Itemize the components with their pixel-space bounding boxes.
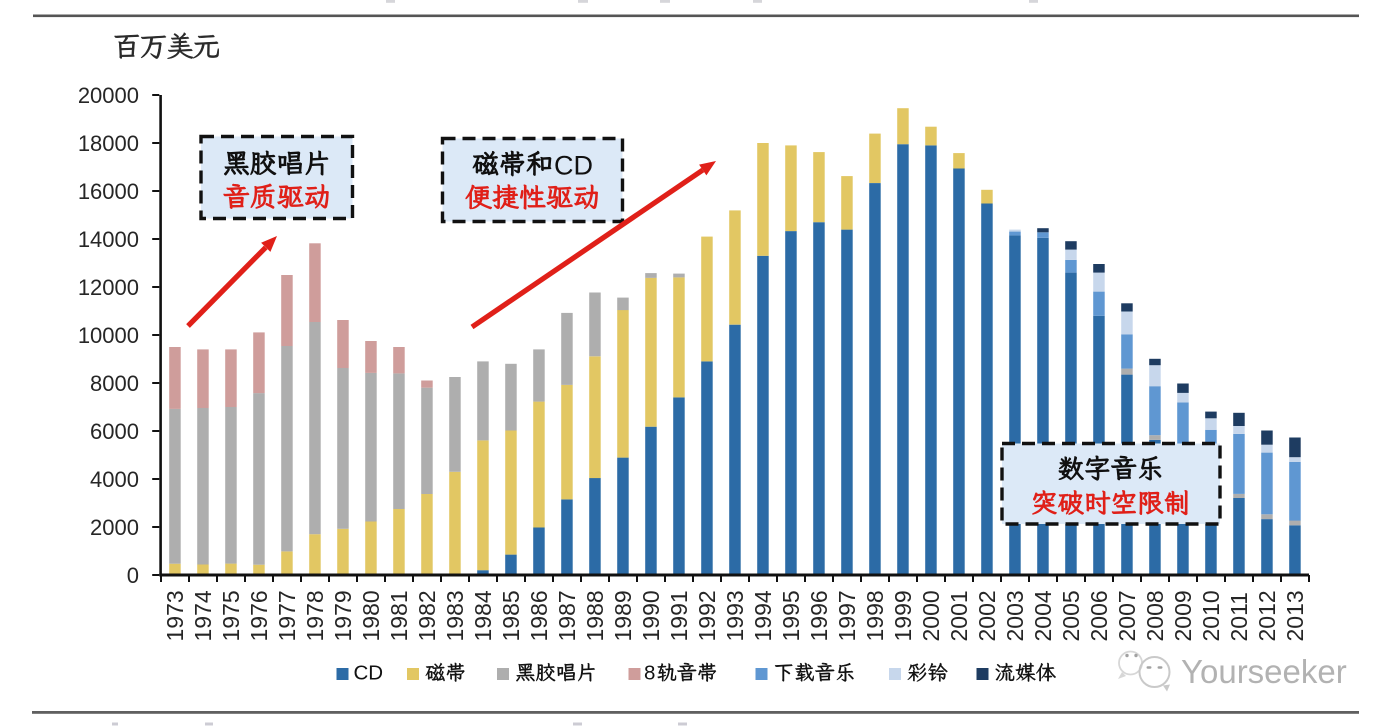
svg-text:1984: 1984 [470,590,496,641]
svg-text:8: 8 [644,662,655,685]
svg-text:1997: 1997 [834,590,860,641]
svg-text:1990: 1990 [638,590,664,641]
svg-text:20000: 20000 [78,83,139,108]
svg-text:1991: 1991 [666,590,692,641]
svg-text:CD: CD [354,662,384,685]
svg-text:1982: 1982 [414,590,440,641]
svg-text:2003: 2003 [1002,590,1028,641]
svg-text:18000: 18000 [78,131,139,156]
svg-text:1989: 1989 [610,590,636,641]
svg-text:14000: 14000 [78,227,139,252]
svg-text:1998: 1998 [862,590,888,641]
svg-text:2005: 2005 [1058,590,1084,641]
svg-text:2013: 2013 [1282,590,1308,641]
svg-text:2009: 2009 [1170,590,1196,641]
svg-text:1974: 1974 [190,590,216,641]
svg-text:1995: 1995 [778,590,804,641]
svg-text:2007: 2007 [1114,590,1140,641]
svg-text:1976: 1976 [246,590,272,641]
svg-text:1980: 1980 [358,590,384,641]
svg-text:8000: 8000 [90,371,139,396]
svg-text:1992: 1992 [694,590,720,641]
svg-text:1985: 1985 [498,590,524,641]
svg-text:1988: 1988 [582,590,608,641]
svg-text:1986: 1986 [526,590,552,641]
svg-text:2002: 2002 [974,590,1000,641]
svg-text:2000: 2000 [90,515,139,540]
svg-text:0: 0 [127,563,139,588]
svg-text:1977: 1977 [274,590,300,641]
svg-text:16000: 16000 [78,179,139,204]
svg-text:1987: 1987 [554,590,580,641]
svg-text:2010: 2010 [1198,590,1224,641]
svg-text:1996: 1996 [806,590,832,641]
svg-text:1993: 1993 [722,590,748,641]
svg-text:1978: 1978 [302,590,328,641]
svg-text:1981: 1981 [386,590,412,641]
svg-text:12000: 12000 [78,275,139,300]
svg-text:1983: 1983 [442,590,468,641]
svg-text:10000: 10000 [78,323,139,348]
svg-text:2004: 2004 [1030,590,1056,641]
svg-text:1994: 1994 [750,590,776,641]
svg-text:4000: 4000 [90,467,139,492]
svg-text:1979: 1979 [330,590,356,641]
svg-text:2000: 2000 [918,590,944,641]
svg-text:Yourseeker: Yourseeker [1181,653,1347,690]
svg-text:6000: 6000 [90,419,139,444]
svg-text:1975: 1975 [218,590,244,641]
svg-text:1999: 1999 [890,590,916,641]
svg-text:2006: 2006 [1086,590,1112,641]
svg-text:1973: 1973 [162,590,188,641]
svg-text:2011: 2011 [1226,592,1252,641]
svg-text:2008: 2008 [1142,590,1168,641]
svg-text:2001: 2001 [946,590,972,641]
svg-text:CD: CD [554,151,593,181]
svg-text:2012: 2012 [1254,590,1280,641]
